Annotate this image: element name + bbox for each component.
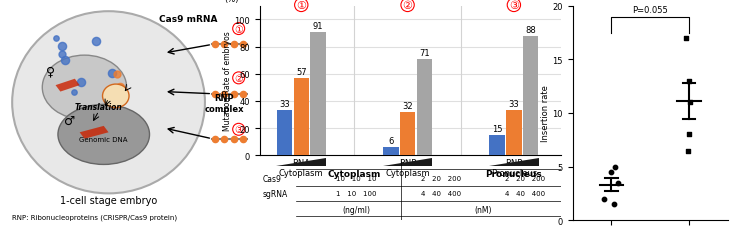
Point — [237, 92, 249, 96]
Point — [56, 53, 68, 57]
Text: ③: ③ — [234, 125, 243, 135]
Point — [612, 181, 623, 185]
Point — [116, 94, 128, 98]
Text: ♂: ♂ — [65, 114, 76, 127]
Text: 32: 32 — [402, 101, 413, 110]
Text: ③: ③ — [509, 1, 519, 11]
Text: 6: 6 — [388, 136, 393, 145]
Point — [90, 40, 102, 44]
Text: 33: 33 — [279, 100, 290, 109]
Text: Pronucleus: Pronucleus — [486, 169, 542, 178]
Polygon shape — [489, 158, 539, 166]
Point — [111, 72, 123, 76]
Y-axis label: Insertion rate: Insertion rate — [541, 85, 550, 142]
Bar — [400, 112, 415, 155]
Bar — [310, 32, 326, 155]
Point — [683, 80, 695, 83]
Point — [218, 92, 230, 96]
Text: ①: ① — [234, 25, 243, 35]
Text: 71: 71 — [419, 49, 430, 57]
Bar — [277, 111, 293, 155]
Bar — [417, 59, 432, 155]
Point — [115, 86, 126, 89]
Circle shape — [102, 85, 129, 108]
Polygon shape — [383, 158, 432, 166]
Text: Cytoplasm: Cytoplasm — [328, 169, 381, 178]
Text: 4   40   400: 4 40 400 — [420, 190, 461, 196]
Point — [237, 137, 249, 141]
Bar — [293, 79, 309, 155]
Text: ♀: ♀ — [46, 65, 55, 78]
Bar — [383, 147, 398, 155]
Text: 15: 15 — [492, 124, 503, 133]
Polygon shape — [56, 79, 79, 92]
Point — [228, 92, 240, 96]
Ellipse shape — [12, 12, 205, 193]
Point — [609, 165, 620, 169]
Text: 57: 57 — [296, 67, 306, 76]
Ellipse shape — [58, 105, 149, 165]
Point — [598, 197, 610, 201]
Point — [56, 45, 68, 48]
Text: 91: 91 — [313, 22, 323, 30]
Text: Cas9: Cas9 — [263, 174, 282, 183]
Text: 4   40   400: 4 40 400 — [505, 190, 545, 196]
Text: RNP
complex: RNP complex — [204, 94, 244, 113]
Text: 2   20   200: 2 20 200 — [505, 175, 545, 182]
Point — [114, 92, 126, 96]
Point — [682, 149, 694, 153]
Point — [107, 72, 118, 75]
Point — [60, 59, 71, 63]
Text: ②: ② — [234, 74, 243, 84]
Polygon shape — [79, 126, 109, 139]
Text: RNP: Ribonucleoproteins (CRISPR/Cas9 protein): RNP: Ribonucleoproteins (CRISPR/Cas9 pro… — [12, 213, 177, 220]
Point — [75, 81, 87, 84]
Bar — [506, 111, 522, 155]
Text: 33: 33 — [509, 100, 519, 109]
Text: ②: ② — [403, 1, 412, 11]
Point — [209, 137, 220, 141]
Text: (nM): (nM) — [474, 205, 492, 214]
Text: ①: ① — [296, 1, 306, 11]
Text: 2   20   200: 2 20 200 — [420, 175, 461, 182]
Text: 1-cell stage embryo: 1-cell stage embryo — [60, 195, 157, 205]
Text: 88: 88 — [526, 26, 536, 35]
Point — [218, 137, 230, 141]
Point — [228, 137, 240, 141]
Text: (ng/ml): (ng/ml) — [343, 205, 370, 214]
Point — [68, 91, 80, 94]
Point — [209, 43, 220, 47]
Text: P=0.055: P=0.055 — [632, 6, 668, 15]
Text: (%): (%) — [223, 0, 238, 4]
Point — [237, 43, 249, 47]
Text: Cas9 mRNA: Cas9 mRNA — [159, 15, 218, 24]
Y-axis label: Mutation Rate of embryos: Mutation Rate of embryos — [223, 32, 232, 131]
Text: sgRNA: sgRNA — [263, 189, 288, 198]
Bar — [523, 37, 538, 155]
Point — [684, 133, 695, 137]
Text: Genomic DNA: Genomic DNA — [79, 136, 128, 142]
Point — [609, 202, 620, 206]
Point — [684, 101, 696, 105]
Point — [680, 37, 692, 41]
Text: 1   10   100: 1 10 100 — [336, 190, 376, 196]
Ellipse shape — [43, 56, 126, 120]
Text: Translation: Translation — [75, 102, 123, 111]
Text: 10   10   10: 10 10 10 — [336, 175, 376, 182]
Bar — [490, 135, 505, 155]
Point — [228, 43, 240, 47]
Point — [50, 37, 62, 41]
Polygon shape — [276, 158, 326, 166]
Point — [218, 43, 230, 47]
Point — [606, 170, 617, 174]
Point — [209, 92, 220, 96]
